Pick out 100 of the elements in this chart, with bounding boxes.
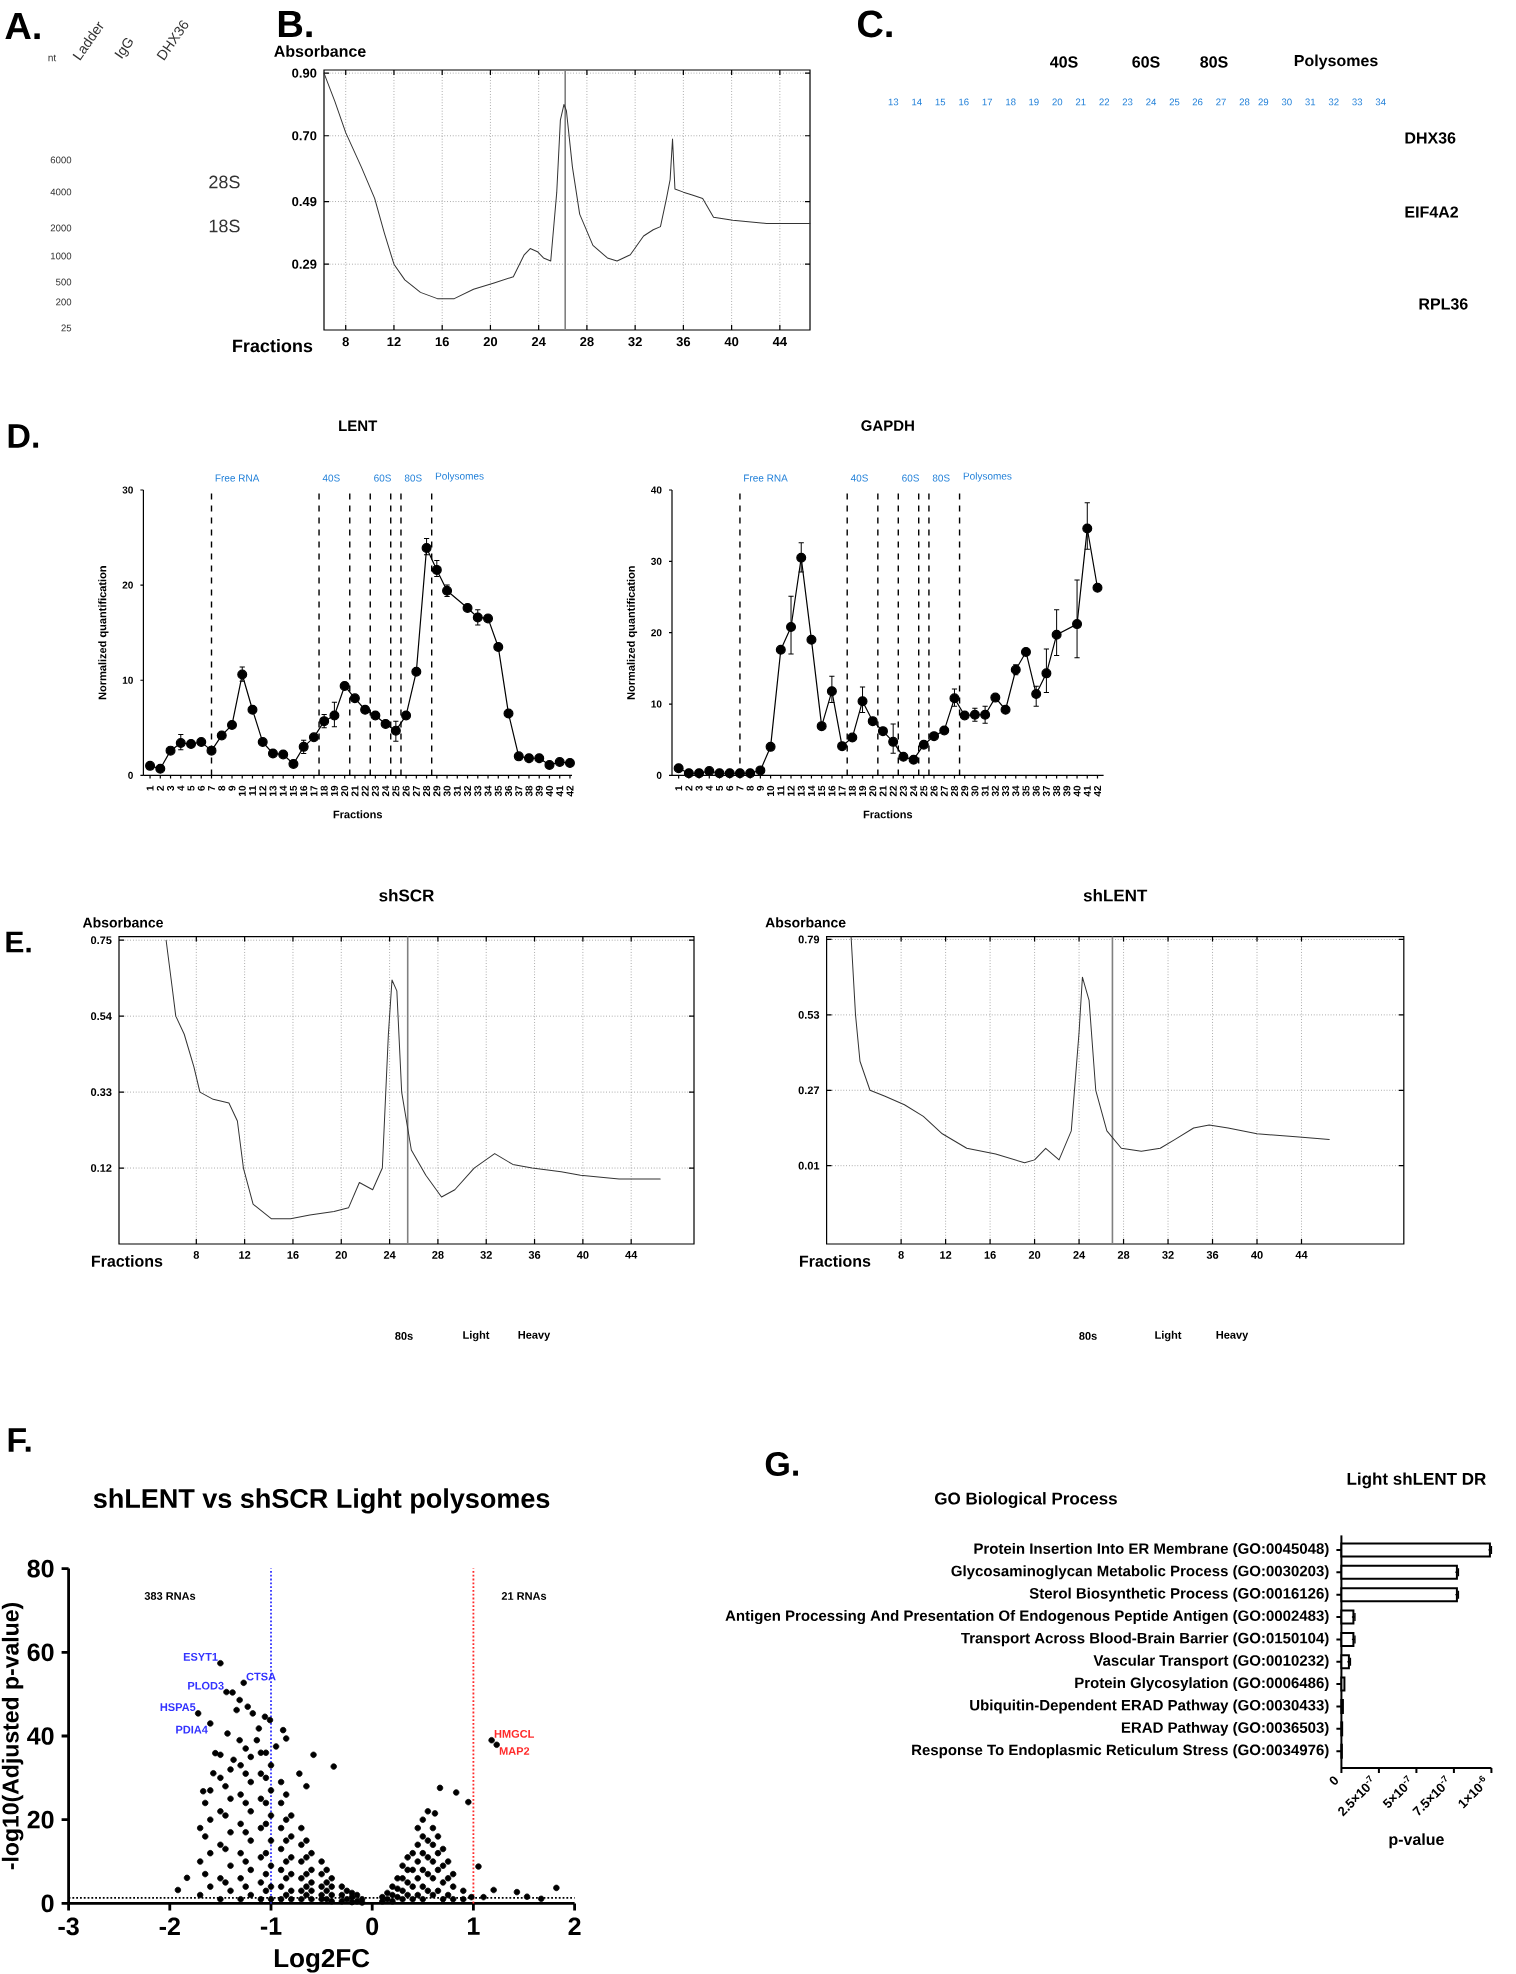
point xyxy=(714,768,725,779)
x-axis-title: Fractions xyxy=(233,339,313,353)
y-tick-label: 60 xyxy=(27,1643,54,1662)
point xyxy=(493,641,504,652)
text: E. xyxy=(6,931,31,953)
point xyxy=(175,738,186,749)
chart-title: Light shLENT DR xyxy=(1347,1472,1486,1489)
y-axis-title: Absorbance xyxy=(274,45,366,57)
point xyxy=(247,704,258,715)
point xyxy=(918,739,929,750)
point xyxy=(288,758,299,769)
point xyxy=(360,704,371,715)
point xyxy=(755,765,766,776)
text: DHX36 xyxy=(1405,132,1456,144)
point xyxy=(939,725,950,736)
point xyxy=(483,613,494,624)
point xyxy=(806,634,817,645)
x-tick-label: 2 xyxy=(568,1917,581,1935)
point xyxy=(503,708,514,719)
point xyxy=(683,768,694,779)
point xyxy=(990,692,1001,703)
point xyxy=(826,686,837,697)
point xyxy=(949,693,960,704)
point xyxy=(775,644,786,655)
point xyxy=(267,748,278,759)
text: G. xyxy=(765,1451,798,1477)
point xyxy=(1072,619,1083,630)
point xyxy=(380,719,391,730)
point xyxy=(544,759,555,770)
chart-title: shSCR xyxy=(379,889,435,902)
x-tick-label: -1 xyxy=(260,1917,282,1935)
text: 60S xyxy=(1132,56,1160,68)
y-tick-label: 80 xyxy=(27,1559,54,1578)
point xyxy=(390,725,401,736)
text: A. xyxy=(5,12,40,40)
y-axis-title: GO Biological Process xyxy=(935,1492,1117,1508)
point xyxy=(745,768,756,779)
x-tick-label: -3 xyxy=(58,1917,79,1936)
y-axis-title: -log10(Adjusted p-value) xyxy=(1,1602,24,1870)
point xyxy=(534,753,545,764)
point xyxy=(908,754,919,765)
point xyxy=(339,680,350,691)
x-tick-label: -2 xyxy=(159,1917,180,1935)
point xyxy=(1000,704,1011,715)
point xyxy=(816,721,827,732)
point xyxy=(329,710,340,721)
chart-title: shLENT xyxy=(1083,889,1148,902)
text: RPL36 xyxy=(1419,298,1468,310)
point xyxy=(554,757,565,768)
point xyxy=(226,719,237,730)
point xyxy=(847,732,858,743)
point xyxy=(349,693,360,704)
point xyxy=(411,666,422,677)
point xyxy=(145,760,156,771)
point xyxy=(462,602,473,613)
point xyxy=(796,552,807,563)
point xyxy=(898,751,909,762)
text: 40S xyxy=(1050,56,1078,68)
point xyxy=(734,768,745,779)
line-series xyxy=(165,939,661,1220)
point xyxy=(155,763,166,774)
point xyxy=(929,731,940,742)
point xyxy=(308,732,319,743)
text: EIF4A2 xyxy=(1405,206,1459,218)
text: C. xyxy=(857,10,892,38)
point xyxy=(877,726,888,737)
text: F. xyxy=(8,1428,31,1452)
point xyxy=(513,751,524,762)
point xyxy=(206,745,217,756)
point xyxy=(1041,668,1052,679)
point xyxy=(257,737,268,748)
point xyxy=(694,768,705,779)
point xyxy=(888,736,899,747)
y-tick-label: 40 xyxy=(27,1727,54,1745)
point xyxy=(959,710,970,721)
point xyxy=(786,621,797,632)
text: D. xyxy=(8,424,39,448)
x-axis-title: Fractions xyxy=(91,1255,163,1267)
text: 80S xyxy=(1200,56,1228,68)
point xyxy=(1092,582,1103,593)
point xyxy=(765,741,776,752)
point xyxy=(421,543,432,554)
x-axis-title: Fractions xyxy=(799,1255,871,1267)
point xyxy=(1031,689,1042,700)
x-tick-label: 0 xyxy=(366,1917,379,1936)
point xyxy=(278,749,289,760)
y-tick-label: 0 xyxy=(41,1894,54,1913)
x-axis-title: p-value xyxy=(1389,1833,1444,1849)
point xyxy=(216,730,227,741)
point xyxy=(401,710,412,721)
point xyxy=(431,564,442,575)
point xyxy=(370,710,381,721)
text: 18S xyxy=(209,219,240,233)
point xyxy=(165,745,176,756)
point xyxy=(867,716,878,727)
text: 28S xyxy=(209,175,240,189)
point xyxy=(1020,646,1031,657)
point xyxy=(837,741,848,752)
chart-title: shLENT vs shSCR Light polysomes xyxy=(93,1488,550,1514)
point xyxy=(523,753,534,764)
